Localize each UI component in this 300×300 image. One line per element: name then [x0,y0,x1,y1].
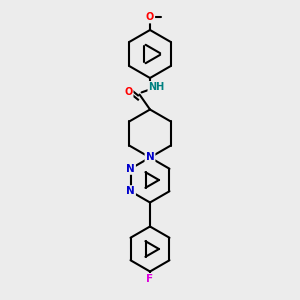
Text: NH: NH [148,82,165,92]
Text: N: N [126,186,135,196]
Text: O: O [146,12,154,22]
Text: O: O [124,86,133,97]
Text: F: F [146,274,154,284]
Text: N: N [146,152,154,163]
Text: N: N [126,164,135,174]
